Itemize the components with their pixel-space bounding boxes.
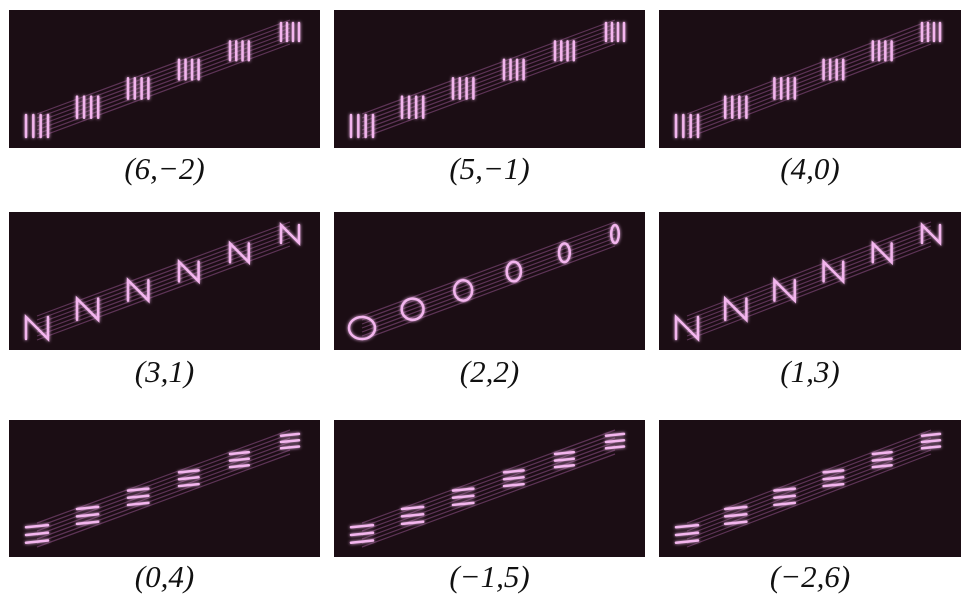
photo-panel xyxy=(9,212,320,350)
photo-panel xyxy=(334,10,645,148)
panel-caption: (−2,6) xyxy=(770,559,850,594)
photo-panel xyxy=(334,420,645,557)
photo-panel xyxy=(659,212,961,350)
panel-caption: (3,1) xyxy=(135,354,194,389)
photo-panel xyxy=(659,10,961,148)
photo-panel xyxy=(334,212,645,350)
photo-panel xyxy=(659,420,961,557)
photo-panel xyxy=(9,420,320,557)
panel-caption: (−1,5) xyxy=(449,559,529,594)
panel-caption: (1,3) xyxy=(780,354,839,389)
panel-caption: (0,4) xyxy=(135,559,194,594)
panel-caption: (5,−1) xyxy=(449,151,529,186)
panel-caption: (2,2) xyxy=(460,354,519,389)
figure: (6,−2) (5,−1) (4,0) (3,1) (2,2) (1,3) (0,4) (−1… xyxy=(0,0,961,601)
panel-caption: (4,0) xyxy=(780,151,839,186)
photo-panel xyxy=(9,10,320,148)
panel-caption: (6,−2) xyxy=(124,151,204,186)
